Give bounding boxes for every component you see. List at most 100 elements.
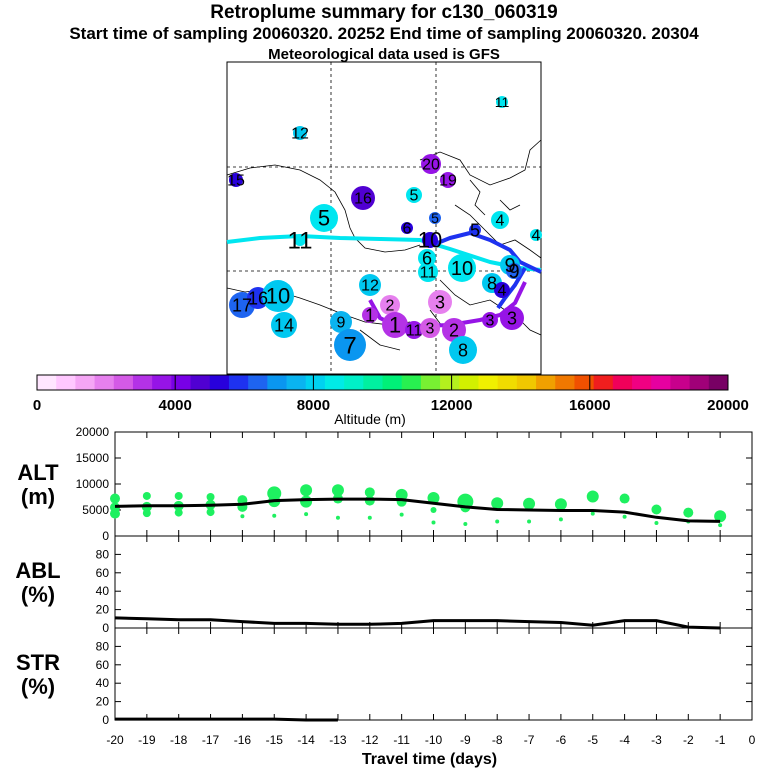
map-day-label: 5 (318, 206, 330, 231)
altitude-point (142, 509, 151, 518)
colorbar-cell (497, 375, 518, 390)
x-tick-label: -3 (651, 733, 662, 747)
altitude-colorbar: 0 4000 8000 12000 16000 20000 Altitude (m) (33, 374, 749, 427)
map-bubble (449, 336, 477, 364)
altitude-point (430, 507, 437, 513)
map-bubble (500, 306, 524, 330)
colorbar-tick-label: 4000 (159, 397, 192, 414)
map-bubble (418, 249, 436, 267)
y-tick-label: 0 (102, 621, 109, 635)
y-tick-label: 40 (96, 676, 110, 690)
colorbar-ticks: 0 4000 8000 12000 16000 20000 (33, 375, 749, 414)
altitude-point (300, 484, 313, 497)
colorbar-cell (708, 375, 729, 390)
panel-ylabel: (m) (21, 484, 55, 509)
chart-title: Retroplume summary for c130_060319 (210, 2, 558, 23)
altitude-point (304, 512, 309, 517)
colorbar-cell (536, 375, 556, 390)
panel-ylabel: (%) (21, 674, 55, 699)
y-tick-label: 80 (96, 639, 110, 653)
map-bubble (420, 318, 440, 338)
altitude-point (554, 498, 567, 511)
map-bubble (330, 311, 352, 333)
y-tick-label: 5000 (82, 503, 109, 517)
x-tick-label: -12 (361, 733, 379, 747)
map-day-label: 12 (361, 278, 379, 295)
x-tick-label: -16 (234, 733, 252, 747)
y-tick-label: 20000 (76, 425, 110, 439)
altitude-point (558, 517, 563, 522)
colorbar-cell (305, 375, 326, 390)
colorbar-cell (459, 375, 479, 390)
x-tick-label: -13 (329, 733, 347, 747)
map-bubble (428, 290, 452, 314)
panel-ylabel: ABL (15, 558, 60, 583)
map-day-label: 4 (532, 228, 541, 245)
map-bubble (271, 312, 297, 338)
colorbar-cell (171, 375, 192, 390)
map-bubble (482, 312, 498, 328)
colorbar-cell (401, 375, 422, 390)
colorbar-cell (94, 375, 115, 390)
y-tick-label: 0 (102, 713, 109, 727)
map-day-label: 2 (386, 298, 395, 315)
x-tick-label: -2 (683, 733, 694, 747)
map-bubble (496, 96, 508, 108)
colorbar-cell (670, 375, 691, 390)
map-bubble (262, 280, 294, 312)
map-day-label: 11 (406, 323, 423, 340)
map-day-label: 3 (435, 292, 445, 312)
altitude-point (654, 521, 659, 525)
map-bubble (405, 321, 423, 339)
x-tick-label: -8 (492, 733, 503, 747)
map-bubble (418, 262, 438, 282)
map-day-label: 10 (266, 284, 290, 309)
altitude-point (683, 507, 694, 518)
altitude-point (331, 484, 344, 497)
map-day-label: 10 (418, 228, 442, 253)
altitude-point (174, 491, 183, 500)
mean-line (114, 497, 721, 523)
map-bubble (351, 186, 375, 210)
altitude-point (272, 513, 277, 518)
colorbar-cell (37, 375, 57, 390)
altitude-point (622, 514, 627, 519)
map-bubble (506, 263, 522, 279)
altitude-point (491, 497, 504, 510)
map-bubble (429, 212, 441, 224)
colorbar-tick-label: 12000 (431, 397, 473, 414)
altitude-point (206, 508, 215, 517)
map-bubble (440, 172, 456, 188)
colorbar-cell (209, 375, 230, 390)
colorbar-tick-label: 16000 (569, 397, 611, 414)
colorbar-cell (324, 375, 345, 390)
map-day-label: 11 (288, 227, 313, 254)
map-day-label: 7 (343, 332, 356, 359)
colorbar-cell (75, 375, 96, 390)
map-day-label: 9 (504, 255, 515, 277)
map-day-label: 8 (458, 340, 468, 360)
x-tick-label: -17 (202, 733, 220, 747)
colorbar-cell (267, 375, 288, 390)
colorbar-cell (363, 375, 383, 390)
x-tick-label: -20 (106, 733, 124, 747)
colorbar-cell (420, 375, 441, 390)
y-tick-label: 10000 (76, 477, 110, 491)
map-bubble (491, 211, 509, 229)
colorbar-label: Altitude (m) (334, 411, 406, 427)
colorbar-cell (593, 375, 614, 390)
map-bubble (362, 307, 378, 323)
map-day-label: 5 (431, 210, 439, 226)
colorbar-cell (228, 375, 249, 390)
colorbar-tick-label: 8000 (297, 397, 330, 414)
panel-content: 05000100001500020000ALT(m)020406080ABL(%… (15, 425, 755, 768)
colorbar-cell (632, 375, 652, 390)
map-day-label: 4 (498, 283, 507, 300)
colorbar-cell (56, 375, 76, 390)
colorbar-cell (516, 375, 537, 390)
map-bubbles (229, 96, 542, 364)
colorbar-cell (440, 375, 460, 390)
map-day-label: 8 (487, 273, 497, 293)
map-bubble (401, 222, 413, 234)
colorbar-cell (651, 375, 671, 390)
